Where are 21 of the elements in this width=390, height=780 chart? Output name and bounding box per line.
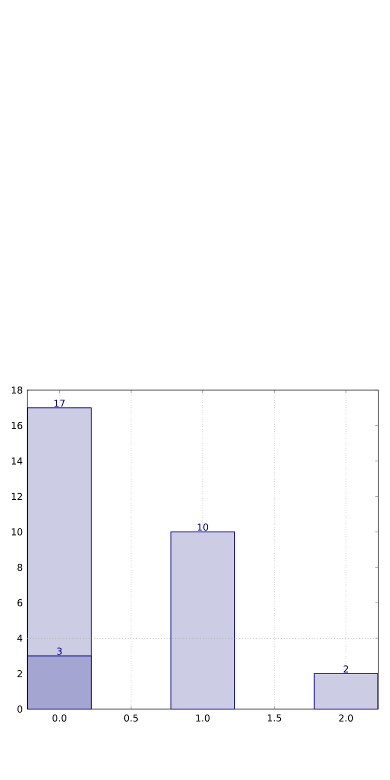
y-tick-label: 6 — [18, 599, 22, 606]
data-label: 2 — [344, 665, 348, 672]
y-tick-label: 0 — [17, 706, 22, 713]
x-tick-label: 0.0 — [52, 714, 66, 722]
data-label: 10 — [198, 524, 208, 531]
y-tick-label: 10 — [12, 528, 22, 536]
y-tick-label: 4 — [17, 634, 22, 642]
bar — [314, 673, 378, 710]
y-tick-label: 8 — [17, 564, 22, 571]
bar — [170, 531, 235, 710]
x-tick-label: 1.5 — [268, 714, 282, 722]
x-tick-label: 0.5 — [124, 714, 138, 722]
y-tick-label: 12 — [12, 492, 22, 500]
x-tick-label: 2.0 — [339, 714, 353, 722]
y-tick-label: 18 — [12, 386, 22, 394]
y-tick-label: 14 — [12, 458, 22, 464]
x-tick-label: 1.0 — [196, 714, 210, 722]
y-tick-label: 2 — [18, 670, 22, 678]
y-tick-label: 16 — [12, 422, 22, 430]
data-label: 17 — [54, 400, 65, 407]
data-label: 3 — [57, 648, 62, 655]
